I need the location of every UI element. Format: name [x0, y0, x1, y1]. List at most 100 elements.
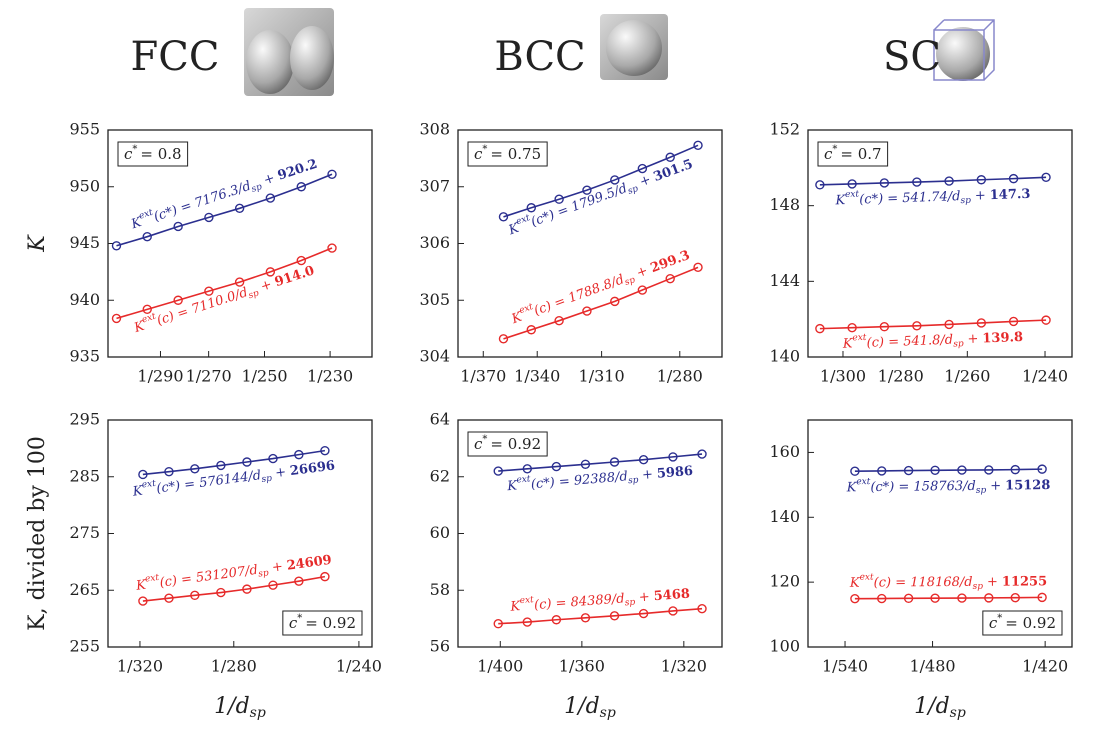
y-tick-label: 935	[69, 347, 100, 366]
y-tick-label: 140	[769, 347, 800, 366]
x-axis-label-sub: sp	[250, 705, 266, 721]
fit-label: Kext(c*) = 158763/dsp +15128	[846, 475, 1051, 497]
cstar-box: c* = 0.7	[817, 141, 889, 167]
fit-arg: (c) = 1788.8/d	[532, 272, 626, 319]
fit-sub: sp	[624, 597, 635, 608]
cstar-frame	[467, 141, 548, 167]
point	[665, 152, 675, 162]
point	[847, 322, 857, 333]
point	[1037, 592, 1047, 603]
fit-arg: (c) = 7110.0/d	[155, 285, 250, 329]
point	[668, 606, 678, 616]
point	[498, 334, 509, 344]
point	[637, 163, 648, 174]
point	[190, 590, 200, 601]
point	[879, 178, 890, 188]
fit-intercept: 26696	[289, 458, 336, 479]
x-tick-label: 1/370	[460, 367, 506, 386]
cstar-label: c* = 0.92	[474, 434, 541, 454]
fit-sub: sp	[628, 475, 639, 486]
y-tick-label: 285	[69, 466, 100, 485]
cstar-rest: = 0.75	[490, 145, 541, 163]
point	[697, 449, 707, 459]
cstar-sup: *	[482, 434, 487, 445]
point	[957, 593, 967, 603]
point	[610, 296, 620, 307]
fit-plus: +	[262, 170, 277, 188]
fit-sup: ext	[845, 189, 860, 199]
point	[957, 465, 967, 475]
column-title: BCC	[494, 34, 585, 80]
fit-plus: +	[641, 467, 653, 483]
fit-arg: (c*) = 158763/d	[870, 478, 976, 494]
fit-lhs: K	[509, 599, 522, 615]
point	[204, 212, 214, 223]
cstar-c: c	[124, 145, 133, 163]
fit-plus: +	[271, 559, 284, 575]
point	[142, 304, 152, 315]
point	[1010, 593, 1020, 603]
cstar-frame	[282, 610, 363, 636]
fit-lhs: K	[131, 483, 145, 499]
series-line	[854, 596, 1043, 600]
fit-label: Kext(c) = 1788.8/dsp+299.3	[508, 245, 693, 329]
series-line	[116, 173, 333, 247]
y-tick-label: 152	[769, 120, 800, 139]
point	[493, 466, 503, 476]
fit-label: Kext(c) = 118168/dsp +11255	[849, 571, 1047, 592]
point	[609, 457, 620, 467]
point	[190, 464, 200, 474]
point	[498, 212, 509, 222]
series-line	[854, 468, 1043, 473]
point	[580, 459, 591, 469]
cstar-box: c* = 0.92	[982, 610, 1063, 636]
x-tick-label: 1/400	[477, 657, 523, 676]
point	[242, 457, 252, 467]
y-tick-label: 64	[430, 410, 450, 429]
fit-plus: +	[967, 331, 978, 346]
point	[815, 323, 825, 334]
fit-plus: +	[259, 277, 274, 295]
fcc-icon	[244, 8, 334, 96]
fit-arg: (c*) = 1799.5/d	[529, 181, 629, 230]
point	[665, 273, 675, 284]
bcc-icon	[600, 14, 668, 80]
point	[693, 140, 703, 151]
series-line	[503, 144, 699, 218]
point	[582, 185, 592, 195]
fit-plus: +	[274, 464, 287, 480]
cstar-c: c	[474, 435, 483, 453]
point	[526, 325, 536, 335]
x-tick-label: 1/250	[241, 367, 287, 386]
point	[638, 455, 649, 465]
point	[582, 306, 592, 316]
point	[984, 593, 994, 603]
fit-lhs: K	[134, 577, 148, 593]
point	[173, 221, 183, 232]
y-tick-label: 940	[69, 290, 100, 309]
fit-sup: ext	[860, 572, 874, 582]
y-tick-label: 306	[419, 233, 450, 252]
fit-intercept: 5468	[653, 586, 690, 604]
cstar-c: c	[824, 145, 833, 163]
y-tick-label: 58	[430, 580, 450, 599]
x-axis-label: 1/dsp	[214, 694, 266, 721]
fit-intercept: 15128	[1005, 478, 1050, 494]
point	[976, 318, 987, 328]
x-axis-label: 1/dsp	[914, 694, 966, 721]
x-tick-label: 1/310	[579, 367, 625, 386]
x-tick-label: 1/270	[186, 367, 232, 386]
fit-label: Kext(c*) = 576144/dsp +26696	[131, 455, 337, 501]
point	[912, 177, 922, 187]
fit-label: Kext(c*) = 1799.5/dsp+301.5	[505, 154, 696, 240]
series-line	[819, 176, 1047, 186]
cstar-label: c* = 0.8	[124, 144, 182, 164]
x-tick-label: 1/230	[307, 367, 353, 386]
point	[930, 465, 940, 475]
point	[554, 194, 564, 204]
point	[216, 460, 226, 471]
cstar-sup: *	[832, 144, 837, 155]
y-tick-label: 62	[430, 466, 450, 485]
fit-arg: (c*) = 7176.3/d	[152, 178, 253, 224]
y-tick-label: 955	[69, 120, 100, 139]
